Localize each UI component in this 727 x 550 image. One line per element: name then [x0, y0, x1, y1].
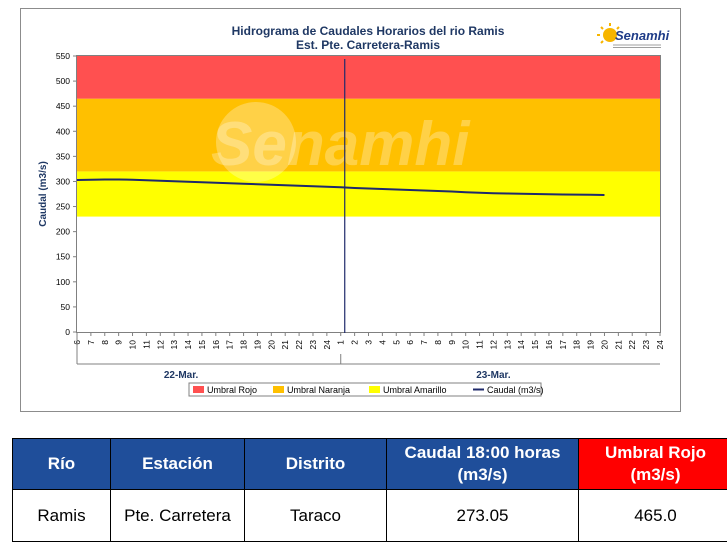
- x-tick-label-19: 1: [336, 340, 346, 345]
- header-rio: Río: [12, 438, 111, 490]
- station-info-table: Río Estación Distrito Caudal 18:00 horas…: [12, 438, 727, 542]
- header-umbral-rojo: Umbral Rojo (m3/s): [578, 438, 727, 490]
- y-tick-label-8: 400: [56, 126, 70, 136]
- x-tick-label-30: 12: [488, 340, 498, 350]
- x-tick-label-12: 18: [239, 340, 249, 350]
- sun-icon: [603, 28, 617, 42]
- x-tick-label-4: 10: [128, 340, 138, 350]
- x-tick-label-39: 21: [613, 340, 623, 350]
- x-tick-label-38: 20: [599, 340, 609, 350]
- x-tick-label-27: 9: [447, 340, 457, 345]
- legend-swatch-2: [369, 386, 380, 393]
- x-tick-label-2: 8: [100, 340, 110, 345]
- x-tick-label-34: 16: [544, 340, 554, 350]
- x-tick-label-42: 24: [655, 340, 665, 350]
- x-tick-label-28: 10: [461, 340, 471, 350]
- watermark-text: Senamhi: [211, 110, 471, 179]
- y-tick-label-10: 500: [56, 76, 70, 86]
- x-tick-label-11: 17: [225, 340, 235, 350]
- legend-label-1: Umbral Naranja: [287, 385, 350, 395]
- cell-rio: Ramis: [12, 489, 111, 542]
- day-label-0: 22-Mar.: [164, 370, 199, 381]
- x-tick-label-23: 5: [391, 340, 401, 345]
- chart-frame: Senamhi 0 50 100 150 200 250 300 350 400 450 500 55…: [20, 8, 681, 412]
- table-row: Ramis Pte. Carretera Taraco 273.05 465.0: [12, 489, 727, 542]
- y-axis-label: Caudal (m3/s): [38, 161, 49, 227]
- cell-estacion: Pte. Carretera: [110, 489, 245, 542]
- hydrograph-chart: Senamhi 05010015020025030035040045050055…: [38, 23, 670, 397]
- x-tick-label-29: 11: [475, 340, 485, 349]
- logo-text: Senamhi: [615, 28, 670, 43]
- y-tick-label-6: 300: [56, 176, 70, 186]
- x-tick-label-7: 13: [169, 340, 179, 350]
- x-tick-label-21: 3: [364, 340, 374, 345]
- x-tick-label-24: 6: [405, 340, 415, 345]
- x-tick-label-18: 24: [322, 340, 332, 350]
- x-tick-label-41: 23: [641, 340, 651, 350]
- x-tick-label-37: 19: [586, 340, 596, 350]
- y-tick-label-5: 250: [56, 202, 70, 212]
- threshold-bands: [77, 56, 660, 217]
- x-tick-label-5: 11: [141, 340, 151, 349]
- cell-umbral-rojo: 465.0: [578, 489, 727, 542]
- x-tick-label-17: 23: [308, 340, 318, 350]
- legend-swatch-1: [273, 386, 284, 393]
- y-tick-label-0: 0: [65, 327, 70, 337]
- x-tick-label-16: 22: [294, 340, 304, 350]
- table-header-row: Río Estación Distrito Caudal 18:00 horas…: [12, 438, 727, 490]
- x-tick-label-3: 9: [114, 340, 124, 345]
- x-tick-label-15: 21: [280, 340, 290, 350]
- x-tick-label-32: 14: [516, 340, 526, 350]
- senamhi-logo: Senamhi: [597, 23, 670, 48]
- header-distrito: Distrito: [244, 438, 387, 490]
- legend-label-0: Umbral Rojo: [207, 385, 257, 395]
- x-axis: 6789101112131415161718192021222324123456…: [72, 332, 665, 365]
- x-tick-label-26: 8: [433, 340, 443, 345]
- x-tick-label-35: 17: [558, 340, 568, 350]
- y-axis: 0 50 100 150 200 250 300 350 400 450 500 550: [56, 51, 77, 337]
- senamhi-watermark: Senamhi: [211, 102, 471, 182]
- y-tick-label-7: 350: [56, 151, 70, 161]
- x-tick-label-31: 13: [502, 340, 512, 350]
- legend: Umbral Rojo Umbral Naranja Umbral Amarillo…: [188, 382, 544, 397]
- y-tick-label-2: 100: [56, 277, 70, 287]
- cell-caudal: 273.05: [386, 489, 579, 542]
- series-line-0: [76, 178, 605, 196]
- y-tick-label-4: 200: [56, 227, 70, 237]
- x-tick-label-36: 18: [572, 340, 582, 350]
- band-1: [77, 98, 660, 172]
- legend-label-3: Caudal (m3/s): [487, 385, 544, 395]
- header-caudal: Caudal 18:00 horas (m3/s): [386, 438, 579, 490]
- x-tick-label-8: 14: [183, 340, 193, 350]
- chart-title: Hidrograma de Caudales Horarios del rio …: [232, 24, 505, 38]
- cell-distrito: Taraco: [244, 489, 387, 542]
- x-tick-label-40: 22: [627, 340, 637, 350]
- x-tick-label-22: 4: [377, 340, 387, 345]
- x-tick-label-9: 15: [197, 340, 207, 350]
- x-tick-label-14: 20: [266, 340, 276, 350]
- x-tick-label-33: 15: [530, 340, 540, 350]
- band-2: [77, 56, 660, 99]
- header-estacion: Estación: [110, 438, 245, 490]
- series-layer: [76, 178, 605, 196]
- y-tick-label-9: 450: [56, 101, 70, 111]
- legend-label-2: Umbral Amarillo: [383, 385, 447, 395]
- day-labels: 22-Mar. 23-Mar.: [164, 370, 511, 381]
- y-tick-label-3: 150: [56, 252, 70, 262]
- x-tick-label-6: 12: [155, 340, 165, 350]
- x-tick-label-10: 16: [211, 340, 221, 350]
- y-tick-label-11: 550: [56, 51, 70, 61]
- x-tick-label-1: 7: [86, 340, 96, 345]
- chart-subtitle: Est. Pte. Carretera-Ramis: [296, 38, 440, 52]
- x-tick-label-20: 2: [350, 340, 360, 345]
- day-label-1: 23-Mar.: [476, 370, 511, 381]
- x-tick-label-13: 19: [252, 340, 262, 350]
- y-tick-label-1: 50: [61, 302, 71, 312]
- x-tick-label-25: 7: [419, 340, 429, 345]
- legend-swatch-0: [193, 386, 204, 393]
